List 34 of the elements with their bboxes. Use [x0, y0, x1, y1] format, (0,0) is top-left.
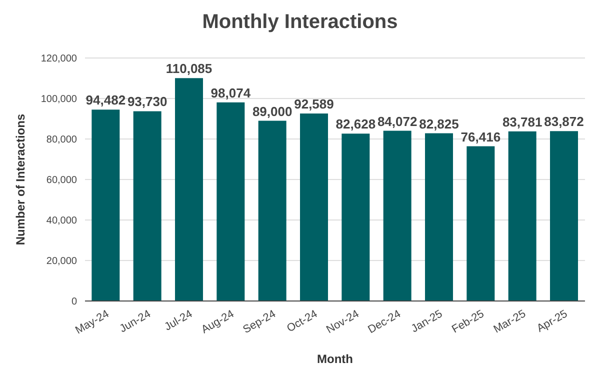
bar	[550, 131, 578, 301]
y-tick-label: 80,000	[46, 134, 78, 146]
data-label: 76,416	[460, 129, 501, 144]
data-label: 110,085	[166, 61, 212, 76]
y-axis-title: Number of Interactions	[13, 114, 28, 246]
bar	[216, 102, 245, 301]
y-tick-label: 40,000	[46, 216, 78, 227]
bar	[92, 110, 120, 301]
y-tick-label: 100,000	[40, 94, 78, 106]
y-tick-label: 60,000	[46, 175, 78, 186]
bar	[175, 78, 203, 301]
data-label: 83,872	[544, 114, 584, 130]
bar	[342, 134, 370, 301]
y-tick-label: 20,000	[46, 256, 78, 268]
data-label: 98,074	[210, 85, 252, 100]
bar	[383, 130, 412, 301]
data-label: 89,000	[252, 104, 292, 119]
data-label: 94,482	[86, 92, 126, 108]
data-label: 84,072	[377, 114, 418, 129]
data-label: 82,825	[419, 116, 459, 132]
y-tick-label: 120,000	[40, 54, 78, 65]
data-label: 83,781	[502, 114, 542, 130]
x-axis-title: Month	[317, 352, 353, 366]
bar	[258, 120, 286, 301]
bar	[508, 131, 536, 301]
chart-title: Monthly Interactions	[201, 10, 399, 35]
data-label: 92,589	[294, 96, 334, 112]
bar	[133, 111, 162, 301]
bar	[466, 146, 495, 301]
y-tick-label: 0	[71, 296, 78, 308]
bar	[300, 114, 328, 301]
data-label: 82,628	[336, 116, 376, 132]
data-label: 93,730	[127, 94, 168, 110]
bar	[425, 133, 453, 301]
